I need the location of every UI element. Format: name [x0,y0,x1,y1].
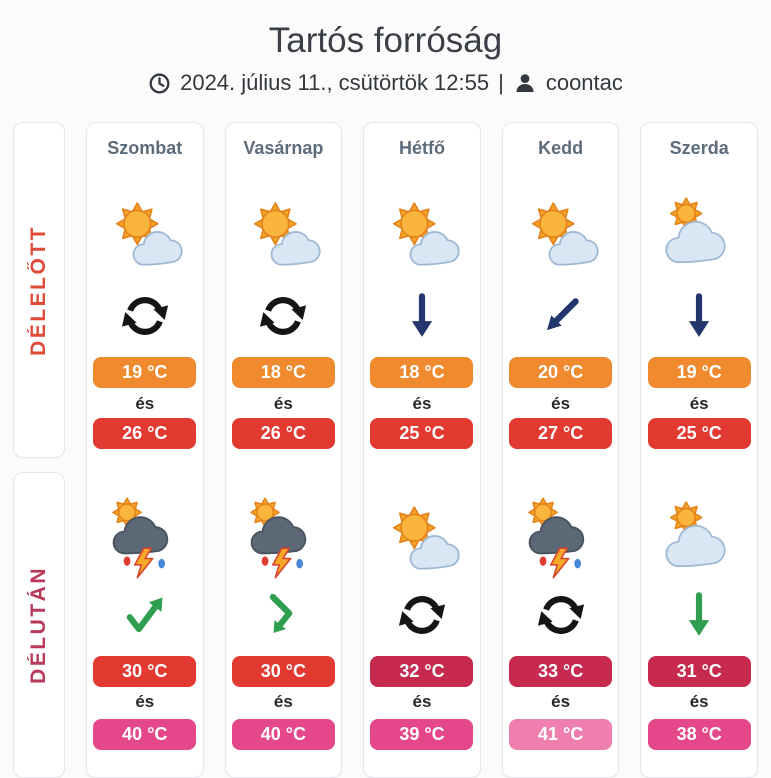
meta-separator: | [498,70,504,95]
and-text: és [135,394,155,413]
afternoon-min-temp-badge: 31 °C [647,656,751,687]
morning-max-temp-badge: 25 °C [647,418,751,449]
cloud-with-sun-icon [655,497,743,579]
day-name: Szombat [107,138,183,158]
morning-min-temp-badge: 18 °C [231,357,335,388]
cycle-arrows-icon [256,289,310,343]
person-icon [516,74,534,92]
and-text: és [689,394,709,413]
meta-row: 2024. július 11., csütörtök 12:55 | coon… [0,70,771,96]
page-title: Tartós forróság [268,21,503,60]
and-text: és [689,692,709,711]
afternoon-min-temp-badge: 30 °C [93,656,197,687]
morning-max-temp-badge: 26 °C [231,418,335,449]
day-column-hetfo[interactable]: Hétfő 18 °C és 25 °C 32 °C és 39 °C [363,122,481,778]
morning-max-temp-badge: 25 °C [370,418,474,449]
day-column-vasarnap[interactable]: Vasárnap 18 °C és 26 °C 30 °C és 40 °C [224,122,343,778]
morning-label-card: DÉLELŐTT [13,122,65,458]
day-column-szombat[interactable]: Szombat 19 °C és 26 °C 30 °C és 40 °C [86,122,204,778]
morning-min-temp-badge: 18 °C [370,357,474,388]
and-text: és [551,394,571,413]
afternoon-label-card: DÉLUTÁN [13,472,65,778]
afternoon-section-label: DÉLUTÁN [27,566,50,684]
and-text: és [135,692,155,711]
morning-min-temp-badge: 19 °C [647,357,751,388]
afternoon-max-temp-badge: 40 °C [93,719,197,750]
and-text: és [412,692,432,711]
morning-max-temp-badge: 27 °C [509,418,613,449]
day-name: Kedd [538,138,584,158]
morning-section-label: DÉLELŐTT [27,224,50,356]
sun-behind-cloud-icon [101,193,189,275]
morning-min-temp-badge: 20 °C [509,357,613,388]
day-column-szerda[interactable]: Szerda 19 °C és 25 °C 31 °C és 38 °C [640,122,758,778]
morning-min-temp-badge: 19 °C [93,357,197,388]
afternoon-min-temp-badge: 33 °C [509,656,613,687]
cloud-with-sun-icon [655,193,743,275]
clock-icon [149,73,170,93]
down-arrow-icon [672,289,726,343]
thunderstorm-icon [517,497,605,579]
cycle-arrows-icon [534,588,588,642]
username-text: coontac [545,70,623,95]
cycle-arrows-icon [118,289,172,343]
page-header: Tartós forróság 2024. július 11., csütör… [0,0,771,96]
day-name: Hétfő [398,138,445,158]
afternoon-min-temp-badge: 32 °C [370,656,474,687]
day-name: Vasárnap [243,138,324,158]
afternoon-max-temp-badge: 39 °C [370,719,474,750]
sun-behind-cloud-icon [239,193,327,275]
forecast-grid: DÉLELŐTT DÉLUTÁN Szombat 19 °C és 26 °C … [0,122,771,778]
and-text: és [273,394,293,413]
section-labels-sidebar: DÉLELŐTT DÉLUTÁN [13,122,65,778]
cycle-arrows-icon [395,588,449,642]
day-name: Szerda [669,138,729,158]
sun-behind-cloud-icon [378,497,466,579]
and-text: és [551,692,571,711]
up-right-arrow-icon [118,588,172,642]
afternoon-max-temp-badge: 40 °C [231,719,335,750]
sun-behind-cloud-icon [378,193,466,275]
down-arrow-icon [672,588,726,642]
afternoon-max-temp-badge: 38 °C [647,719,751,750]
morning-max-temp-badge: 26 °C [93,418,197,449]
afternoon-min-temp-badge: 30 °C [231,656,335,687]
afternoon-max-temp-badge: 41 °C [509,719,613,750]
and-text: és [412,394,432,413]
day-column-kedd[interactable]: Kedd 20 °C és 27 °C 33 °C és 41 °C [501,122,620,778]
down-arrow-icon [395,289,449,343]
down-left-arrow-icon [534,289,588,343]
down-bend-arrow-icon [256,588,310,642]
date-time-text: 2024. július 11., csütörtök 12:55 [180,70,490,95]
sun-behind-cloud-icon [517,193,605,275]
thunderstorm-icon [101,497,189,579]
and-text: és [273,692,293,711]
thunderstorm-icon [239,497,327,579]
